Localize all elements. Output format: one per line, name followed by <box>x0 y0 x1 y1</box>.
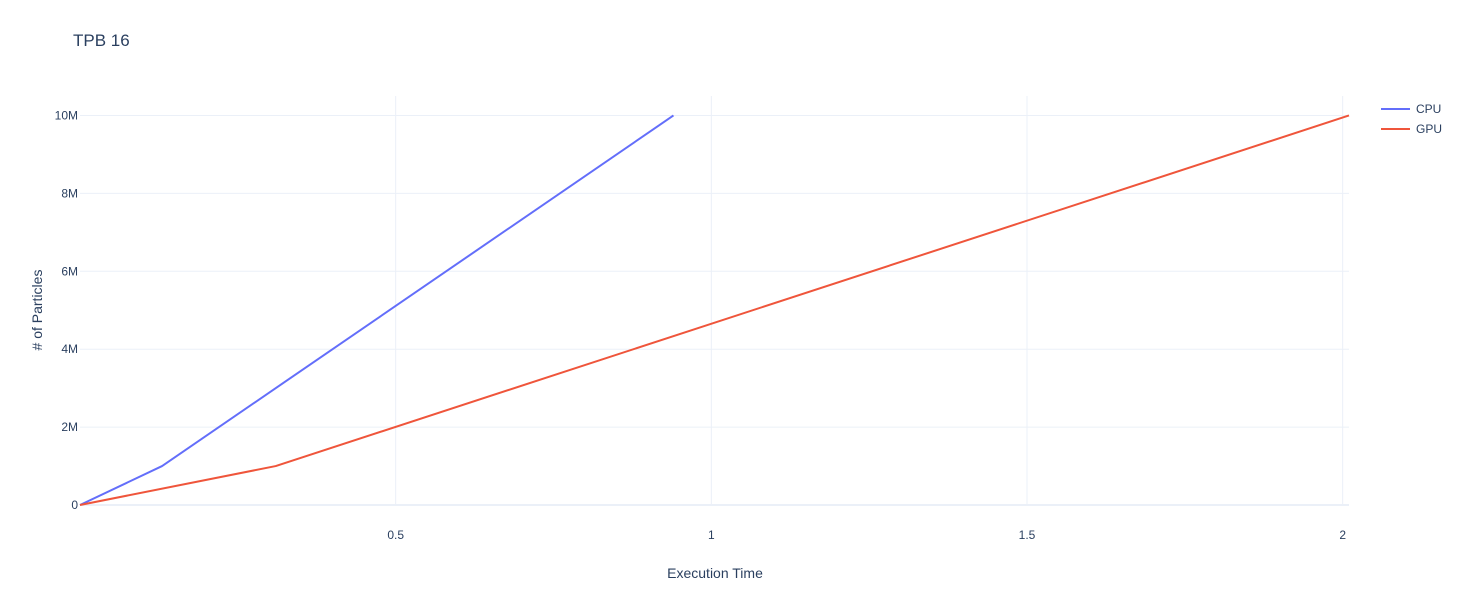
legend-item-gpu[interactable]: GPU <box>1381 122 1442 136</box>
legend-item-cpu[interactable]: CPU <box>1381 102 1441 116</box>
legend-label: CPU <box>1416 102 1441 116</box>
x-tick-label: 0.5 <box>387 528 404 542</box>
series-line-cpu[interactable] <box>79 114 675 506</box>
x-tick-label: 1.5 <box>1019 528 1036 542</box>
y-tick-label: 0 <box>71 498 78 512</box>
grid-layer <box>80 96 1349 506</box>
x-tick-label: 2 <box>1339 528 1346 542</box>
x-tick-label: 1 <box>708 528 715 542</box>
series-line-gpu[interactable] <box>79 114 1350 506</box>
x-axis-title: Execution Time <box>667 565 763 581</box>
y-axis-title: # of Particles <box>29 270 45 351</box>
y-tick-label: 2M <box>61 420 78 434</box>
legend[interactable]: CPU GPU <box>1381 102 1442 136</box>
y-tick-label: 8M <box>61 186 78 200</box>
y-tick-label: 10M <box>55 108 78 122</box>
y-tick-label: 4M <box>61 342 78 356</box>
legend-label: GPU <box>1416 122 1442 136</box>
tick-layer: 0.5 1 1.5 2 0 2M 4M 6M 8M 10M <box>55 108 1347 542</box>
y-tick-label: 6M <box>61 264 78 278</box>
chart-title: TPB 16 <box>73 31 130 50</box>
series-layer <box>79 114 1350 506</box>
